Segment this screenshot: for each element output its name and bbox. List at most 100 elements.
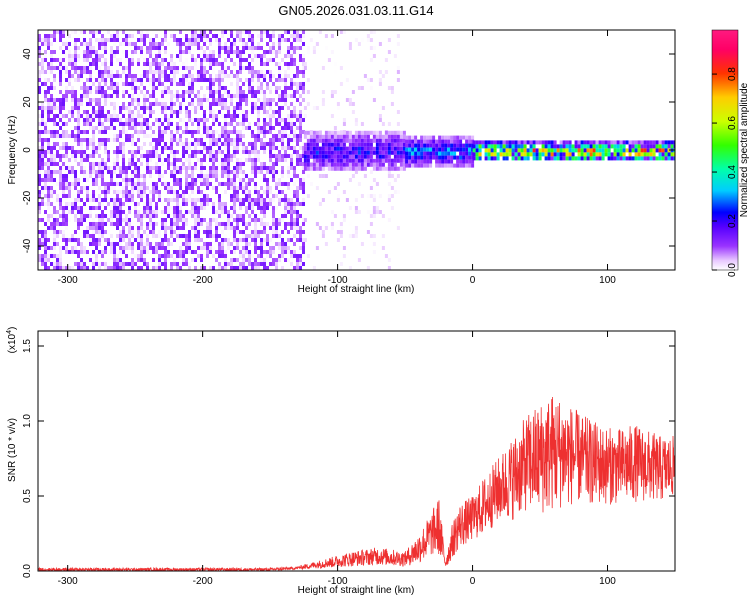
- heatmap-cell: [59, 126, 62, 130]
- heatmap-cell: [260, 98, 263, 102]
- heatmap-cell: [284, 154, 287, 158]
- heatmap-cell: [65, 178, 68, 182]
- heatmap-cell: [41, 142, 44, 146]
- heatmap-cell: [260, 262, 263, 266]
- heatmap-cell: [62, 186, 65, 190]
- heatmap-cell: [146, 122, 149, 126]
- heatmap-cell: [65, 86, 68, 90]
- heatmap-cell: [161, 138, 164, 142]
- heatmap-cell: [257, 86, 260, 90]
- heatmap-cell: [131, 266, 134, 270]
- heatmap-cell: [47, 62, 50, 66]
- heatmap-cell: [101, 198, 104, 202]
- heatmap-cell: [514, 140, 518, 145]
- heatmap-cell: [137, 158, 140, 162]
- heatmap-cell: [604, 144, 608, 149]
- heatmap-cell: [586, 148, 590, 153]
- heatmap-cell: [275, 118, 278, 122]
- heatmap-cell: [146, 246, 149, 250]
- heatmap-cell: [86, 78, 89, 82]
- heatmap-cell: [230, 142, 233, 146]
- heatmap-cell: [312, 78, 316, 82]
- heatmap-cell: [248, 158, 251, 162]
- heatmap-cell: [65, 66, 68, 70]
- heatmap-cell: [44, 70, 47, 74]
- heatmap-cell: [200, 158, 203, 162]
- heatmap-cell: [257, 234, 260, 238]
- heatmap-cell: [339, 30, 343, 34]
- heatmap-cell: [101, 158, 104, 162]
- heatmap-cell: [134, 42, 137, 46]
- heatmap-cell: [330, 142, 334, 147]
- heatmap-cell: [194, 266, 197, 270]
- heatmap-cell: [47, 114, 50, 118]
- heatmap-cell: [185, 146, 188, 150]
- heatmap-cell: [62, 222, 65, 226]
- heatmap-cell: [456, 155, 460, 160]
- heatmap-cell: [646, 152, 650, 157]
- heatmap-cell: [269, 78, 272, 82]
- heatmap-cell: [284, 222, 287, 226]
- heatmap-cell: [170, 106, 173, 110]
- heatmap-cell: [65, 54, 68, 58]
- heatmap-cell: [478, 144, 482, 149]
- heatmap-cell: [104, 90, 107, 94]
- heatmap-cell: [137, 138, 140, 142]
- heatmap-cell: [155, 98, 158, 102]
- heatmap-cell: [116, 206, 119, 210]
- heatmap-cell: [125, 50, 128, 54]
- heatmap-cell: [140, 82, 143, 86]
- heatmap-cell: [296, 38, 299, 42]
- heatmap-cell: [242, 46, 245, 50]
- heatmap-cell: [140, 198, 143, 202]
- heatmap-cell: [194, 162, 197, 166]
- heatmap-cell: [330, 162, 334, 167]
- heatmap-cell: [580, 144, 584, 149]
- heatmap-cell: [89, 222, 92, 226]
- heatmap-cell: [206, 194, 209, 198]
- heatmap-cell: [188, 210, 191, 214]
- heatmap-cell: [257, 118, 260, 122]
- heatmap-cell: [242, 182, 245, 186]
- heatmap-cell: [275, 62, 278, 66]
- heatmap-cell: [299, 118, 302, 122]
- heatmap-cell: [287, 206, 290, 210]
- heatmap-cell: [137, 134, 140, 138]
- heatmap-cell: [89, 234, 92, 238]
- heatmap-cell: [354, 138, 358, 143]
- heatmap-cell: [155, 166, 158, 170]
- heatmap-cell: [197, 74, 200, 78]
- heatmap-cell: [263, 230, 266, 234]
- heatmap-cell: [634, 140, 638, 145]
- heatmap-cell: [122, 90, 125, 94]
- heatmap-cell: [272, 198, 275, 202]
- heatmap-cell: [278, 158, 281, 162]
- heatmap-cell: [197, 234, 200, 238]
- heatmap-cell: [263, 238, 266, 242]
- heatmap-cell: [242, 190, 245, 194]
- heatmap-cell: [113, 50, 116, 54]
- heatmap-cell: [275, 110, 278, 114]
- heatmap-cell: [586, 152, 590, 157]
- heatmap-cell: [221, 206, 224, 210]
- heatmap-cell: [420, 159, 424, 164]
- heatmap-cell: [125, 38, 128, 42]
- heatmap-cell: [592, 156, 596, 161]
- heatmap-cell: [170, 102, 173, 106]
- heatmap-cell: [272, 114, 275, 118]
- heatmap-cell: [44, 54, 47, 58]
- heatmap-cell: [47, 46, 50, 50]
- heatmap-cell: [143, 154, 146, 158]
- heatmap-cell: [119, 142, 122, 146]
- heatmap-cell: [242, 106, 245, 110]
- heatmap-cell: [302, 190, 305, 194]
- heatmap-cell: [104, 50, 107, 54]
- x-tick-label: -300: [58, 275, 78, 286]
- heatmap-cell: [284, 126, 287, 130]
- heatmap-cell: [203, 178, 206, 182]
- heatmap-cell: [281, 78, 284, 82]
- heatmap-cell: [236, 70, 239, 74]
- heatmap-cell: [263, 222, 266, 226]
- heatmap-cell: [74, 218, 77, 222]
- heatmap-cell: [98, 162, 101, 166]
